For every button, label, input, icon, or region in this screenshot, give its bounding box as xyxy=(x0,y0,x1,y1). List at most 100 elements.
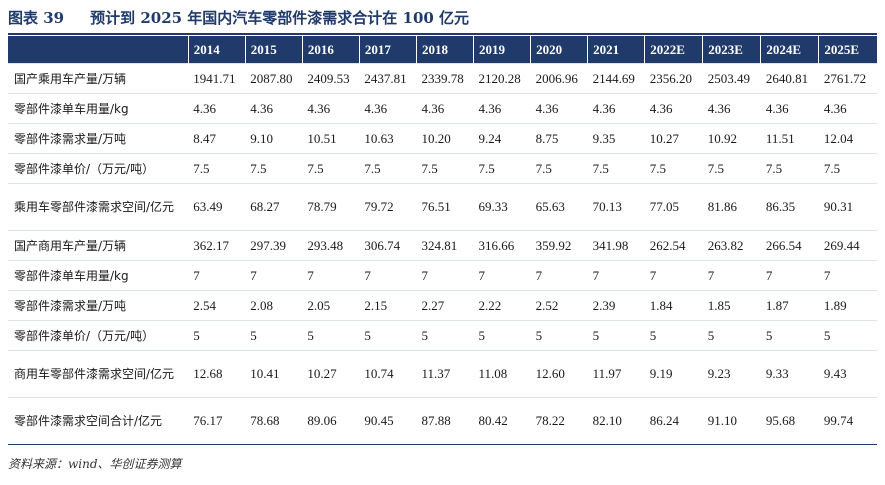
table-cell: 86.35 xyxy=(760,183,819,231)
table-cell: 1941.71 xyxy=(188,63,246,94)
table-cell: 7.5 xyxy=(644,153,703,184)
table-cell: 7 xyxy=(760,260,819,291)
table-cell: 2.39 xyxy=(587,290,645,321)
table-cell: 10.20 xyxy=(416,123,474,154)
column-header: 2025E xyxy=(818,36,877,64)
figure-title-text: 预计到 2025 年国内汽车零部件漆需求合计在 100 亿元 xyxy=(90,9,470,27)
table-cell: 63.49 xyxy=(188,183,246,231)
table-cell: 7 xyxy=(473,260,531,291)
table-cell: 5 xyxy=(359,320,417,351)
table-cell: 9.19 xyxy=(644,350,703,398)
table-cell: 10.63 xyxy=(359,123,417,154)
table-row: 零部件漆需求量/万吨 2.54 2.08 2.05 2.15 2.27 2.22 2.52 2.… xyxy=(8,290,877,321)
data-table: 2014 2015 2016 2017 2018 2019 2020 2021 … xyxy=(8,36,877,445)
table-cell: 269.44 xyxy=(818,230,877,261)
table-cell: 5 xyxy=(530,320,588,351)
table-cell: 263.82 xyxy=(702,230,761,261)
column-header: 2023E xyxy=(702,36,761,64)
table-cell: 5 xyxy=(302,320,360,351)
column-header: 2016 xyxy=(301,36,360,64)
row-label: 零部件漆单车用量/kg xyxy=(8,260,189,291)
table-cell: 2437.81 xyxy=(359,63,417,94)
table-cell: 91.10 xyxy=(702,397,761,445)
table-cell: 69.33 xyxy=(473,183,531,231)
table-cell: 4.36 xyxy=(587,93,645,124)
column-header: 2015 xyxy=(244,36,303,64)
table-cell: 1.85 xyxy=(702,290,761,321)
table-cell: 2.27 xyxy=(416,290,474,321)
figure-label: 图表 39 xyxy=(8,9,65,27)
table-cell: 80.42 xyxy=(473,397,531,445)
table-cell: 7.5 xyxy=(587,153,645,184)
column-header: 2018 xyxy=(415,36,474,64)
table-cell: 362.17 xyxy=(188,230,246,261)
table-cell: 7.5 xyxy=(188,153,246,184)
table-cell: 4.36 xyxy=(644,93,703,124)
table-cell: 65.63 xyxy=(530,183,588,231)
table-row: 零部件漆单价/（万元/吨） 5 5 5 5 5 5 5 5 5 5 5 5 xyxy=(8,320,877,351)
table-cell: 2.15 xyxy=(359,290,417,321)
table-cell: 12.04 xyxy=(818,123,877,154)
table-cell: 90.31 xyxy=(818,183,877,231)
table-cell: 10.27 xyxy=(302,350,360,398)
table-row: 零部件漆需求空间合计/亿元 76.17 78.68 89.06 90.45 87.88 80… xyxy=(8,397,877,445)
table-cell: 7 xyxy=(245,260,303,291)
table-cell: 7 xyxy=(188,260,246,291)
table-cell: 297.39 xyxy=(245,230,303,261)
table-cell: 2640.81 xyxy=(760,63,819,94)
row-label: 商用车零部件漆需求空间/亿元 xyxy=(8,350,189,398)
table-cell: 10.92 xyxy=(702,123,761,154)
table-cell: 7 xyxy=(818,260,877,291)
column-header: 2021 xyxy=(587,36,645,64)
table-cell: 10.74 xyxy=(359,350,417,398)
column-header: 2022E xyxy=(644,36,703,64)
figure-title: 图表 39 预计到 2025 年国内汽车零部件漆需求合计在 100 亿元 xyxy=(8,5,469,31)
table-cell: 306.74 xyxy=(359,230,417,261)
row-label: 零部件漆需求量/万吨 xyxy=(8,290,189,321)
table-cell: 5 xyxy=(587,320,645,351)
table-cell: 1.84 xyxy=(644,290,703,321)
table-cell: 2503.49 xyxy=(702,63,761,94)
table-cell: 2120.28 xyxy=(473,63,531,94)
table-cell: 87.88 xyxy=(416,397,474,445)
row-label: 零部件漆需求空间合计/亿元 xyxy=(8,397,189,445)
table-row: 零部件漆单车用量/kg 7 7 7 7 7 7 7 7 7 7 7 7 xyxy=(8,260,877,291)
table-cell: 11.37 xyxy=(416,350,474,398)
row-label: 零部件漆单价/（万元/吨） xyxy=(8,320,189,351)
table-row: 国产乘用车产量/万辆 1941.71 2087.80 2409.53 2437.81 23… xyxy=(8,63,877,94)
table-cell: 7 xyxy=(359,260,417,291)
table-cell: 7 xyxy=(587,260,645,291)
table-cell: 5 xyxy=(760,320,819,351)
table-cell: 4.36 xyxy=(702,93,761,124)
table-row: 国产商用车产量/万辆 362.17 297.39 293.48 306.74 324.81… xyxy=(8,230,877,261)
table-cell: 76.51 xyxy=(416,183,474,231)
table-cell: 9.35 xyxy=(587,123,645,154)
table-cell: 7 xyxy=(702,260,761,291)
table-cell: 7.5 xyxy=(818,153,877,184)
table-cell: 11.97 xyxy=(587,350,645,398)
table-cell: 2087.80 xyxy=(245,63,303,94)
table-cell: 12.68 xyxy=(188,350,246,398)
table-cell: 324.81 xyxy=(416,230,474,261)
table-row: 乘用车零部件漆需求空间/亿元 63.49 68.27 78.79 79.72 76.51 6… xyxy=(8,183,877,231)
table-cell: 2.52 xyxy=(530,290,588,321)
column-header: 2020 xyxy=(530,36,588,64)
table-cell: 7.5 xyxy=(359,153,417,184)
table-cell: 11.51 xyxy=(760,123,819,154)
table-cell: 81.86 xyxy=(702,183,761,231)
table-cell: 2.05 xyxy=(302,290,360,321)
table-cell: 79.72 xyxy=(359,183,417,231)
table-cell: 316.66 xyxy=(473,230,531,261)
table-cell: 8.75 xyxy=(530,123,588,154)
column-header: 2014 xyxy=(187,36,246,64)
table-cell: 10.27 xyxy=(644,123,703,154)
table-cell: 78.79 xyxy=(302,183,360,231)
table-cell: 341.98 xyxy=(587,230,645,261)
table-row: 零部件漆单车用量/kg 4.36 4.36 4.36 4.36 4.36 4.36 4.36 4… xyxy=(8,93,877,124)
table-cell: 7.5 xyxy=(302,153,360,184)
column-header: 2024E xyxy=(760,36,819,64)
title-rule xyxy=(8,33,877,35)
table-cell: 7.5 xyxy=(530,153,588,184)
table-cell: 7 xyxy=(644,260,703,291)
table-cell: 4.36 xyxy=(760,93,819,124)
